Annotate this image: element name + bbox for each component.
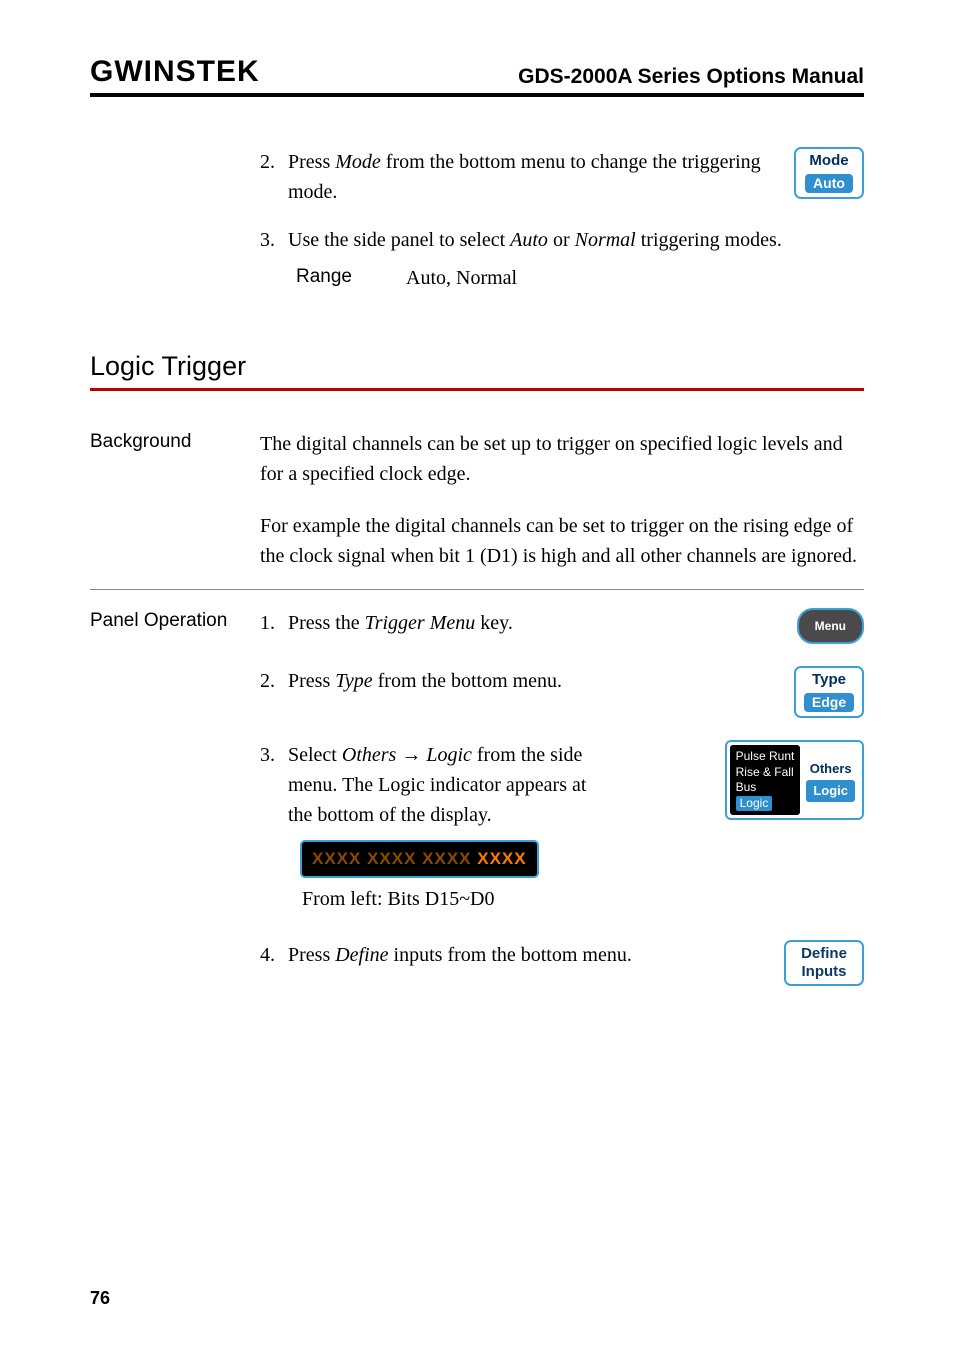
others-logic-menu: Pulse Runt Rise & Fall Bus Logic Others … <box>725 740 864 820</box>
menu-right-pill: Logic <box>806 780 855 802</box>
menu-item: Rise & Fall <box>736 765 795 781</box>
step-number: 1. <box>260 608 288 638</box>
bits-indicator: XXXX XXXX XXXX XXXX <box>300 840 539 878</box>
step-text: Press Define inputs from the bottom menu… <box>288 940 772 970</box>
brand-logo: GWINSTEK <box>90 55 260 89</box>
panel-step-4: 4. Press Define inputs from the bottom m… <box>260 940 864 986</box>
section-title: Logic Trigger <box>90 351 864 382</box>
step-2: 2. Press Mode from the bottom menu to ch… <box>260 147 864 207</box>
page-header: GWINSTEK GDS-2000A Series Options Manual <box>90 55 864 97</box>
panel-step-1: 1. Press the Trigger Menu key. Menu <box>260 608 864 644</box>
background-paragraph: For example the digital channels can be … <box>260 511 864 571</box>
osd-label: Inputs <box>793 963 855 981</box>
range-row: Range Auto, Normal <box>296 263 864 293</box>
menu-selected-panel: Others Logic <box>806 759 859 802</box>
panel-step-2: 2. Press Type from the bottom menu. Type… <box>260 666 864 718</box>
mode-osd-button: Mode Auto <box>794 147 864 199</box>
step-number: 3. <box>260 225 288 255</box>
background-paragraph: The digital channels can be set up to tr… <box>260 429 864 489</box>
osd-value-pill: Auto <box>805 174 853 193</box>
menu-list: Pulse Runt Rise & Fall Bus Logic <box>730 745 801 815</box>
background-label: Background <box>90 429 260 453</box>
step-text: Press Mode from the bottom menu to chang… <box>288 147 782 207</box>
section-rule <box>90 388 864 391</box>
step-number: 4. <box>260 940 288 970</box>
step-number: 2. <box>260 666 288 696</box>
osd-label: Type <box>803 671 855 689</box>
step-number: 3. <box>260 740 288 770</box>
menu-item: Pulse Runt <box>736 749 795 765</box>
menu-hardware-key: Menu <box>797 608 864 644</box>
menu-item-selected: Logic <box>736 796 795 812</box>
header-title: GDS-2000A Series Options Manual <box>518 65 864 89</box>
panel-step-3: 3. Select Others → Logic from the side m… <box>260 740 864 914</box>
osd-label: Mode <box>803 152 855 170</box>
range-label: Range <box>296 263 406 293</box>
menu-item: Bus <box>736 780 795 796</box>
step-number: 2. <box>260 147 288 177</box>
page-number: 76 <box>90 1288 110 1309</box>
step-3: 3. Use the side panel to select Auto or … <box>260 225 864 293</box>
range-value: Auto, Normal <box>406 263 517 293</box>
step-text: Press Type from the bottom menu. <box>288 666 782 696</box>
step-text: Select Others → Logic from the side menu… <box>288 740 598 830</box>
define-inputs-osd-button: Define Inputs <box>784 940 864 986</box>
step-text: Use the side panel to select Auto or Nor… <box>288 225 864 255</box>
bits-bright: XXXX <box>477 849 526 868</box>
menu-right-label: Others <box>806 759 855 779</box>
panel-operation-block: Panel Operation 1. Press the Trigger Men… <box>90 608 864 1004</box>
type-osd-button: Type Edge <box>794 666 864 718</box>
osd-label: Define <box>793 945 855 963</box>
background-block: Background The digital channels can be s… <box>90 429 864 571</box>
divider <box>90 589 864 590</box>
step-block-continuation: 2. Press Mode from the bottom menu to ch… <box>90 147 864 311</box>
panel-operation-label: Panel Operation <box>90 608 260 632</box>
osd-value-pill: Edge <box>804 693 854 712</box>
bits-dim: XXXX XXXX XXXX <box>312 849 477 868</box>
step-text: Press the Trigger Menu key. <box>288 608 785 638</box>
bits-caption: From left: Bits D15~D0 <box>302 884 864 914</box>
